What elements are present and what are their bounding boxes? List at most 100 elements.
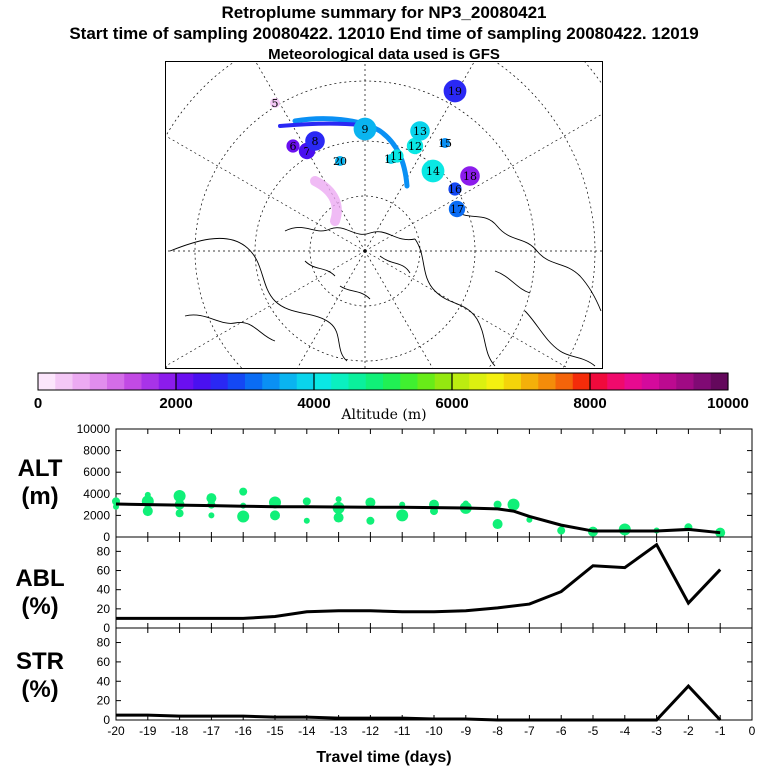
x-tick-label: -2 (683, 724, 694, 738)
colorbar-segment (383, 373, 401, 390)
alt-label-line1: ALT (17, 455, 63, 482)
plume-marker-label: 16 (448, 183, 462, 196)
x-tick-label: -16 (235, 724, 253, 738)
plume-marker (390, 149, 404, 163)
str-label-line2: (%) (21, 676, 59, 703)
coastline-segment (379, 255, 531, 294)
colorbar-segment (434, 373, 453, 390)
colorbar-segment (55, 373, 74, 390)
sampling-times: Start time of sampling 20080422. 12010 E… (69, 24, 699, 43)
plume-marker-label: 7 (304, 145, 311, 158)
alt-point (462, 500, 469, 507)
coastline-segment (284, 227, 416, 241)
x-tick-label: -6 (556, 724, 567, 738)
x-tick-label: -10 (425, 724, 443, 738)
alt-panel-label: ALT (m) (10, 455, 70, 511)
alt-point (270, 510, 280, 521)
alt-point (366, 516, 375, 525)
y-tick-label: 20 (97, 602, 111, 616)
colorbar-segment (141, 373, 160, 390)
x-tick-label: -17 (203, 724, 221, 738)
y-tick-label: 0 (103, 713, 110, 727)
str-label-line1: STR (16, 648, 64, 675)
alt-point (618, 523, 631, 536)
colorbar-segment (38, 373, 56, 390)
colorbar-tick-label: 10000 (707, 395, 749, 410)
colorbar-segment (124, 373, 143, 390)
plume-marker (440, 138, 450, 148)
alt-point (396, 509, 409, 522)
colorbar-segment (659, 373, 677, 390)
alt-panel: 0 2000 4000 6000 8000 10000 (77, 422, 753, 544)
colorbar-segment (555, 373, 574, 390)
x-tick-label: -13 (330, 724, 348, 738)
alt-point (239, 487, 248, 496)
colorbar-segment (503, 373, 522, 390)
plume-marker-label: 20 (333, 155, 347, 168)
meridian-line (364, 113, 603, 252)
plume-marker-label: 15 (438, 137, 452, 150)
x-tick-label: -3 (651, 724, 662, 738)
colorbar-segment (331, 373, 350, 390)
colorbar-segment (486, 373, 505, 390)
abl-line (116, 542, 722, 620)
y-tick-label: 8000 (83, 444, 110, 458)
panel-frame (115, 627, 753, 721)
x-tick-label: -8 (492, 724, 503, 738)
alt-point (206, 493, 217, 504)
plume-marker-label: 6 (290, 140, 297, 153)
coastline-segment (524, 310, 596, 367)
met-data-note: Meteorological data used is GFS (268, 46, 500, 63)
plume-marker-label: 17 (450, 203, 464, 216)
map-frame (165, 61, 603, 369)
x-axis-title: Travel time (days) (316, 749, 452, 766)
colorbar-segment (641, 373, 660, 390)
y-tick-label: 10000 (77, 422, 111, 436)
plume-marker (335, 156, 345, 166)
altitude-colorbar: 0 2000 4000 6000 8000 10000 (34, 372, 749, 410)
abl-panel-label: ABL (%) (10, 565, 70, 621)
time-series-plots: 0200040006000800010000020406080020406080… (77, 422, 756, 738)
plume-marker-label: 14 (426, 165, 440, 178)
abl-label-line2: (%) (21, 593, 59, 620)
colorbar-segment (693, 373, 712, 390)
x-tick-label: -19 (139, 724, 157, 738)
colorbar-segment (72, 373, 91, 390)
abl-label-line1: ABL (15, 565, 65, 592)
plume-track (310, 176, 342, 226)
plume-marker-label: 18 (463, 170, 477, 183)
x-tick-label: -14 (298, 724, 316, 738)
colorbar-tick-label: 8000 (573, 395, 606, 410)
plume-marker-label: 9 (362, 123, 369, 136)
alt-point (142, 506, 153, 517)
coastline-segment (184, 314, 276, 342)
colorbar-segment (572, 373, 591, 390)
alt-point (237, 510, 250, 523)
plume-marker (286, 139, 300, 153)
str-line (116, 683, 722, 722)
y-tick-label: 2000 (83, 508, 110, 522)
plume-track (278, 121, 362, 128)
alt-point (365, 497, 376, 508)
plume-marker (448, 200, 466, 218)
panel-frame (115, 428, 753, 538)
colorbar-segment (710, 373, 729, 390)
colorbar-frame (37, 372, 729, 391)
colorbar-segment (279, 373, 298, 390)
x-tick-label: -18 (171, 724, 189, 738)
colorbar-tick-label: 6000 (435, 395, 468, 410)
x-tick-label: -15 (266, 724, 284, 738)
y-tick-label: 0 (103, 530, 110, 544)
colorbar-segment (521, 373, 539, 390)
plume-marker-label: 19 (448, 85, 462, 98)
alt-point (175, 509, 184, 518)
plume-marker-label: 13 (413, 125, 427, 138)
coastline-segment (304, 260, 371, 300)
plume-marker-label: 11 (390, 150, 404, 163)
colorbar-tick-label: 0 (34, 395, 42, 410)
y-tick-label: 0 (103, 621, 110, 635)
plume-marker (353, 117, 377, 141)
plume-track (292, 116, 410, 189)
x-tick-label: -9 (460, 724, 471, 738)
colorbar-segment (365, 373, 384, 390)
